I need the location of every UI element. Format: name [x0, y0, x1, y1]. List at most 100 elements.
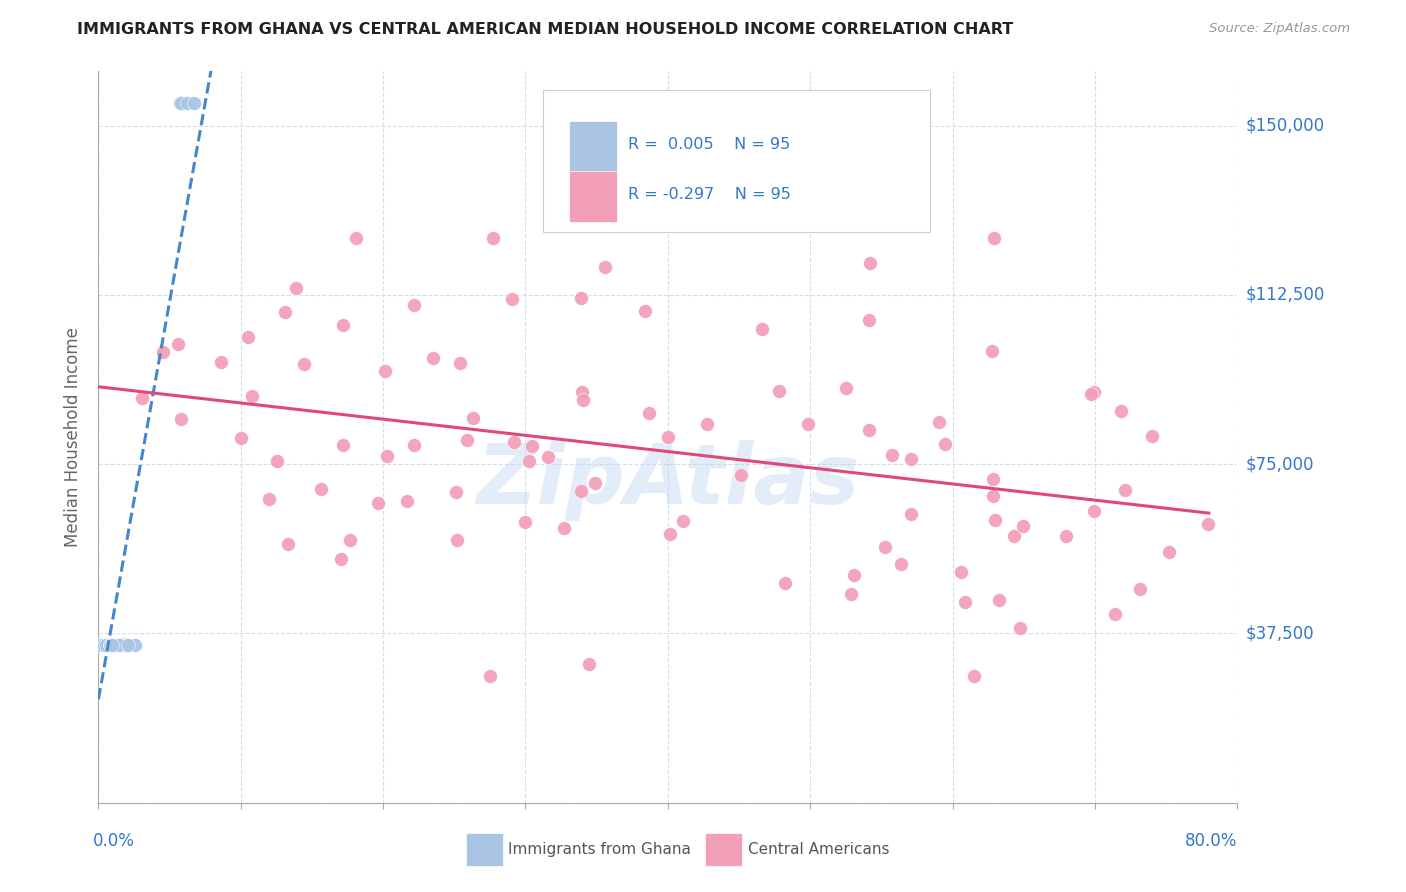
Point [98, 638, 121, 652]
Point [97, 638, 120, 652]
Point [89, 638, 111, 652]
Point [110, 638, 132, 652]
Point [91, 638, 114, 652]
Point [98, 638, 121, 652]
Point [875, 540, 897, 554]
Point [105, 638, 128, 652]
Point [859, 256, 882, 270]
Point [124, 638, 146, 652]
Point [637, 406, 659, 420]
Point [98, 638, 121, 652]
Point [374, 364, 396, 378]
Point [100, 638, 122, 652]
Point [94, 638, 117, 652]
Point [236, 329, 259, 343]
Point [578, 657, 600, 671]
Point [89, 638, 111, 652]
Point [100, 638, 122, 652]
Point [114, 638, 136, 652]
Point [1109, 404, 1132, 418]
Point [274, 305, 297, 319]
Point [104, 638, 127, 652]
Point [101, 638, 124, 652]
Point [94, 638, 117, 652]
Point [1083, 385, 1105, 400]
Text: $112,500: $112,500 [1246, 285, 1324, 304]
Point [89, 638, 111, 652]
Point [1083, 504, 1105, 518]
Point [375, 449, 398, 463]
Point [339, 533, 361, 548]
Point [890, 557, 912, 571]
Point [96, 638, 118, 652]
Point [131, 392, 153, 406]
Point [593, 260, 616, 274]
Point [101, 638, 124, 652]
Point [292, 358, 315, 372]
Point [513, 515, 536, 529]
Point [501, 292, 523, 306]
FancyBboxPatch shape [569, 121, 617, 172]
Point [934, 436, 956, 450]
Point [502, 434, 524, 449]
Point [257, 492, 280, 507]
Text: 80.0%: 80.0% [1185, 832, 1237, 850]
Point [1197, 516, 1219, 531]
Point [209, 355, 232, 369]
Text: ZipAtlas: ZipAtlas [477, 441, 859, 522]
Point [768, 384, 790, 398]
Point [117, 638, 139, 652]
Point [97, 638, 120, 652]
Point [1129, 582, 1152, 597]
Point [90, 638, 112, 652]
Point [1104, 607, 1126, 621]
Point [100, 638, 122, 652]
Point [89, 638, 111, 652]
Point [553, 521, 575, 535]
Point [277, 537, 299, 551]
Point [90, 638, 112, 652]
Point [858, 423, 880, 437]
Point [104, 638, 127, 652]
Text: $150,000: $150,000 [1246, 117, 1324, 135]
Point [96, 638, 118, 652]
Point [858, 313, 880, 327]
Point [105, 638, 128, 652]
Point [367, 496, 389, 510]
Point [311, 482, 333, 496]
Text: IMMIGRANTS FROM GHANA VS CENTRAL AMERICAN MEDIAN HOUSEHOLD INCOME CORRELATION CH: IMMIGRANTS FROM GHANA VS CENTRAL AMERICA… [77, 22, 1014, 37]
Point [100, 638, 122, 652]
Point [569, 484, 592, 499]
Point [96, 638, 118, 652]
Point [94, 638, 117, 652]
Text: $37,500: $37,500 [1246, 624, 1315, 642]
Point [89, 638, 111, 652]
Point [842, 568, 865, 582]
Point [183, 95, 205, 110]
Point [105, 638, 128, 652]
Point [98, 638, 121, 652]
Point [696, 417, 718, 431]
Text: $75,000: $75,000 [1246, 455, 1315, 473]
Point [89, 638, 111, 652]
Point [111, 638, 134, 652]
Point [90, 638, 112, 652]
Point [114, 638, 136, 652]
Point [91, 638, 114, 652]
Point [89, 638, 111, 652]
Point [90, 638, 112, 652]
FancyBboxPatch shape [467, 833, 503, 866]
Point [571, 384, 593, 399]
Point [93, 638, 115, 652]
Point [93, 638, 115, 652]
Point [89, 638, 111, 652]
Point [284, 281, 307, 295]
Point [797, 417, 820, 431]
Point [1114, 483, 1136, 498]
Point [402, 437, 425, 451]
Point [461, 410, 484, 425]
Point [988, 592, 1011, 607]
Point [266, 454, 288, 468]
Point [98, 638, 121, 652]
Point [112, 638, 135, 652]
